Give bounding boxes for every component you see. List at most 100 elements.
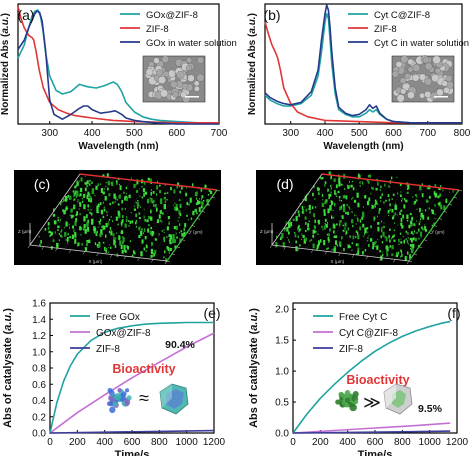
fluorescence-spot (334, 202, 336, 206)
fluorescence-spot (362, 251, 364, 255)
fluorescence-spot (377, 222, 380, 225)
fluorescence-spot (169, 247, 172, 252)
fluorescence-spot (312, 206, 314, 210)
x-tick-label: 300 (282, 128, 299, 139)
fluorescence-spot (405, 238, 407, 241)
fluorescence-spot (137, 206, 139, 209)
x-tick-label: 1200 (446, 437, 469, 448)
sem-particle (156, 69, 164, 77)
fluorescence-spot (78, 194, 81, 197)
plot-frame (264, 3, 463, 125)
fluorescence-spot (135, 219, 137, 222)
fluorescence-spot (357, 202, 360, 208)
fluorescence-spot (173, 189, 176, 194)
fluorescence-spot (105, 182, 107, 184)
fluorescence-spot (77, 199, 79, 201)
fluorescence-spot (133, 205, 136, 208)
fluorescence-spot (67, 233, 69, 236)
right-tick (196, 218, 201, 220)
fluorescence-spot (352, 197, 354, 199)
fluorescence-spot (401, 225, 404, 229)
fluorescence-spot (401, 198, 403, 200)
fluorescence-spot (65, 238, 67, 241)
x-axis-label: X (µm) (89, 259, 103, 264)
fluorescence-spot (120, 230, 124, 234)
fluorescence-spot (101, 190, 103, 191)
fluorescence-spot (404, 198, 406, 201)
fluorescence-spot (367, 231, 369, 233)
fluorescence-spot (127, 246, 129, 250)
fluorescence-spot (286, 226, 289, 232)
sem-particle (176, 70, 185, 80)
fluorescence-spot (364, 249, 367, 252)
fluorescence-spot (177, 220, 179, 222)
fluorescence-spot (158, 233, 160, 236)
right-tick (413, 253, 418, 256)
fluorescence-spot (110, 230, 113, 236)
x-axis-label: Wavelength (nm) (78, 141, 158, 152)
fluorescence-spot (191, 183, 194, 187)
fluorescence-spot (389, 203, 391, 207)
x-axis-label: Time/s (115, 449, 150, 456)
right-tick (186, 232, 191, 234)
fluorescence-spot (381, 241, 384, 244)
fluorescence-spot (406, 231, 408, 233)
fluorescence-spot (88, 198, 91, 202)
fluorescence-spot (391, 176, 393, 180)
fluorescence-spot (60, 219, 61, 221)
fluorescence-spot (317, 219, 320, 225)
fluorescence-spot (187, 219, 189, 221)
fluorescence-spot (86, 242, 88, 246)
fluorescence-spot (84, 182, 87, 185)
fluorescence-spot (331, 248, 333, 251)
fluorescence-spot (308, 220, 310, 223)
protein-blob (335, 399, 341, 405)
fluorescence-spot (292, 218, 295, 221)
fluorescence-spot (411, 216, 414, 221)
fluorescence-spot (363, 232, 366, 236)
fluorescence-spot (105, 185, 107, 188)
fluorescence-spot (310, 239, 312, 242)
right-tick (166, 260, 171, 263)
fluorescence-spot (316, 244, 319, 249)
fluorescence-spot (368, 197, 371, 202)
fluorescence-spot (179, 223, 181, 226)
percent-label: 90.4% (165, 339, 195, 351)
fluorescence-spot (410, 220, 413, 225)
fluorescence-spot (103, 208, 106, 212)
fluorescence-spot (420, 226, 423, 229)
protein-blob (113, 393, 122, 401)
fluorescence-spot (418, 237, 420, 240)
fluorescence-spot (114, 200, 116, 204)
fluorescence-spot (391, 209, 394, 213)
fluorescence-spot (128, 224, 130, 227)
fluorescence-spot (379, 250, 381, 253)
front-tick (82, 251, 86, 255)
fluorescence-spot (392, 214, 395, 218)
floor-grid-line (374, 185, 425, 258)
fluorescence-spot (371, 204, 373, 207)
fluorescence-spot (188, 203, 190, 206)
fluorescence-spot (133, 208, 137, 211)
fluorescence-spot (66, 198, 68, 201)
sem-particle (396, 94, 405, 103)
zif-crystal-icon (383, 383, 413, 415)
fluorescence-spot (335, 240, 337, 245)
fluorescence-spot (121, 207, 123, 210)
fluorescence-spot (297, 210, 300, 213)
fluorescence-spot (361, 211, 365, 218)
fluorescence-spot (398, 238, 400, 243)
panel-letter: (e) (203, 305, 220, 321)
right-tick (408, 260, 413, 263)
fluorescence-spot (125, 196, 129, 201)
sem-particle (148, 61, 155, 68)
fluorescence-spot (304, 216, 307, 220)
x-tick-label: 700 (419, 128, 436, 139)
fluorescence-spot (361, 181, 364, 185)
fluorescence-spot (330, 187, 332, 190)
x-tick-label: 0 (47, 437, 53, 448)
fluorescence-spot (73, 229, 75, 233)
fluorescence-spot (359, 226, 362, 231)
fluorescence-spot (70, 214, 73, 219)
fluorescence-spot (345, 233, 347, 236)
